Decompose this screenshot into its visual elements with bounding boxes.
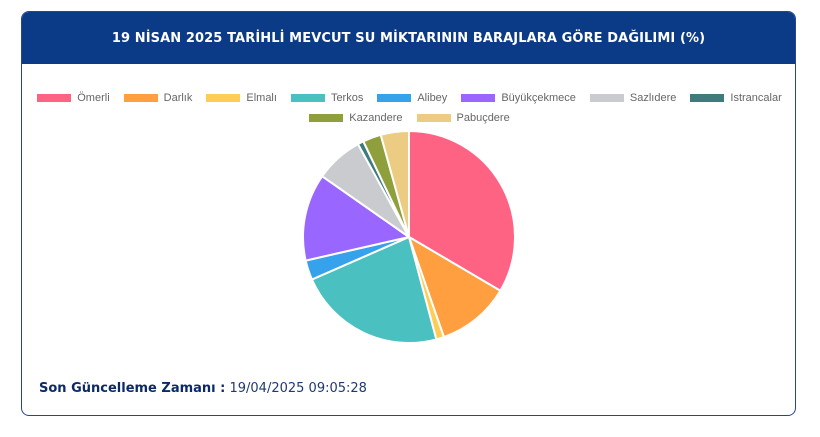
legend-item-buyukcekmece[interactable]: Büyükçekmece — [461, 92, 576, 104]
chart-legend: Ömerli Darlık Elmalı Terkos Alibey Büyük… — [22, 88, 795, 128]
card-header: 19 NİSAN 2025 TARİHLİ MEVCUT SU MİKTARIN… — [22, 12, 795, 64]
pie-slice-büyükçekmece[interactable] — [302, 174, 412, 262]
legend-item-omerli[interactable]: Ömerli — [37, 92, 110, 104]
legend-label: Alibey — [417, 92, 448, 104]
legend-label: Sazlıdere — [629, 92, 677, 104]
legend-item-istrancalar[interactable]: Istrancalar — [690, 92, 782, 104]
pie-slice-darlık[interactable] — [407, 234, 502, 339]
chart-card: 19 NİSAN 2025 TARİHLİ MEVCUT SU MİKTARIN… — [21, 11, 796, 416]
legend-item-kazandere[interactable]: Kazandere — [309, 112, 403, 124]
pie-slice-terkos[interactable] — [310, 235, 438, 344]
legend-item-sazlidere[interactable]: Sazlıdere — [589, 92, 677, 104]
legend-label: Istrancalar — [730, 92, 782, 104]
pie-slice-ömerli[interactable] — [408, 129, 516, 293]
pie-slice-pabuçdere[interactable] — [379, 129, 410, 238]
last-update: Son Güncelleme Zamanı : 19/04/2025 09:05… — [39, 381, 367, 396]
legend-swatch — [690, 94, 725, 102]
legend-item-darlik[interactable]: Darlık — [123, 92, 193, 104]
legend-swatch — [589, 94, 624, 102]
legend-label: Darlık — [163, 92, 193, 104]
legend-label: Büyükçekmece — [501, 92, 576, 104]
pie-chart — [302, 129, 516, 344]
legend-swatch — [123, 94, 158, 102]
legend-swatch — [461, 94, 496, 102]
legend-item-alibey[interactable]: Alibey — [377, 92, 447, 104]
legend-swatch — [37, 94, 72, 102]
legend-swatch — [309, 114, 344, 122]
last-update-label: Son Güncelleme Zamanı : — [39, 381, 226, 396]
legend-label: Kazandere — [349, 112, 403, 124]
legend-item-pabucdere[interactable]: Pabuçdere — [416, 112, 510, 124]
legend-row-2: Kazandere Pabuçdere — [22, 108, 795, 128]
last-update-value: 19/04/2025 09:05:28 — [225, 381, 367, 396]
legend-swatch — [377, 94, 412, 102]
chart-title: 19 NİSAN 2025 TARİHLİ MEVCUT SU MİKTARIN… — [111, 30, 706, 46]
legend-swatch — [206, 94, 241, 102]
legend-label: Terkos — [330, 92, 364, 104]
legend-row-1: Ömerli Darlık Elmalı Terkos Alibey Büyük… — [22, 88, 795, 108]
legend-label: Elmalı — [246, 92, 277, 104]
legend-swatch — [290, 94, 325, 102]
legend-item-terkos[interactable]: Terkos — [290, 92, 364, 104]
legend-label: Ömerli — [77, 92, 110, 104]
legend-label: Pabuçdere — [456, 112, 510, 124]
legend-swatch — [416, 114, 451, 122]
legend-item-elmali[interactable]: Elmalı — [206, 92, 277, 104]
